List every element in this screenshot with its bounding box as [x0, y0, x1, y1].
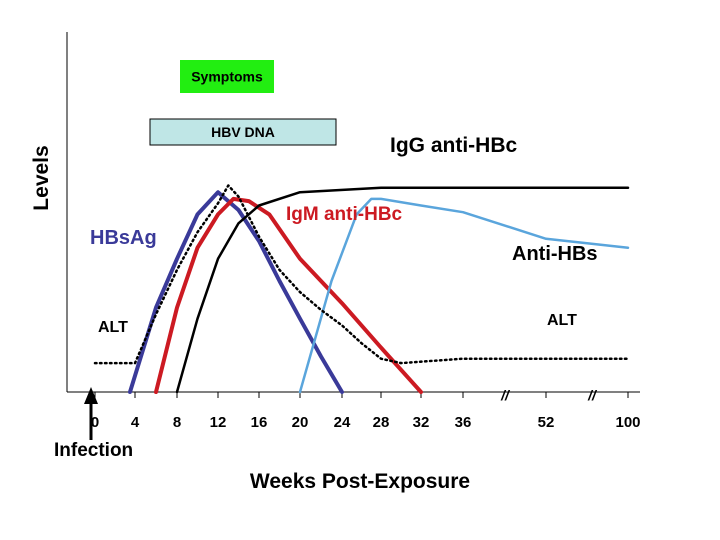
event-bars: Symptoms HBV DNA: [149, 60, 337, 146]
bar-hbv-dna: [149, 118, 337, 146]
axis-break-mark: //: [587, 387, 598, 403]
label-anti-hbs: Anti-HBs: [512, 243, 598, 265]
label-igm-anti-hbc: IgM anti-HBc: [286, 204, 403, 225]
x-tick-label: 12: [210, 414, 227, 431]
x-axis-label: Weeks Post-Exposure: [250, 470, 470, 493]
infection-label: Infection: [54, 440, 133, 461]
series-igm-anti-hbc: [154, 196, 423, 394]
x-tick-label: 0: [91, 414, 99, 431]
infection-arrow-head: [84, 387, 98, 404]
label-hbsag: HBsAg: [90, 227, 157, 249]
bar-label: Symptoms: [191, 69, 263, 85]
x-tick-label: 8: [173, 414, 181, 431]
label-alt-right: ALT: [547, 312, 577, 329]
series-hbsag: [128, 190, 344, 394]
axis-break-mark: //: [500, 387, 511, 403]
bar-label: HBV DNA: [211, 124, 275, 140]
x-tick-label: 32: [413, 414, 430, 431]
x-tick-label: 24: [334, 414, 351, 431]
label-alt-left: ALT: [98, 319, 128, 336]
series-igg-anti-hbc: [175, 186, 630, 394]
series-alt: [93, 184, 630, 365]
x-ticks: 0 4 8 12 16 20 24 28 32 36 52 100: [91, 392, 641, 431]
y-axis-label: Levels: [30, 145, 53, 210]
x-tick-label: 20: [292, 414, 309, 431]
x-tick-label: 52: [538, 414, 555, 431]
bar-symptoms: [180, 60, 274, 93]
x-tick-label: 16: [251, 414, 268, 431]
x-tick-label: 100: [615, 414, 640, 431]
label-igg-anti-hbc: IgG anti-HBc: [390, 134, 517, 157]
x-tick-label: 28: [373, 414, 390, 431]
x-tick-label: 36: [455, 414, 472, 431]
x-tick-label: 4: [131, 414, 140, 431]
series-lines: [93, 184, 630, 394]
series-anti-hbs: [298, 197, 630, 394]
